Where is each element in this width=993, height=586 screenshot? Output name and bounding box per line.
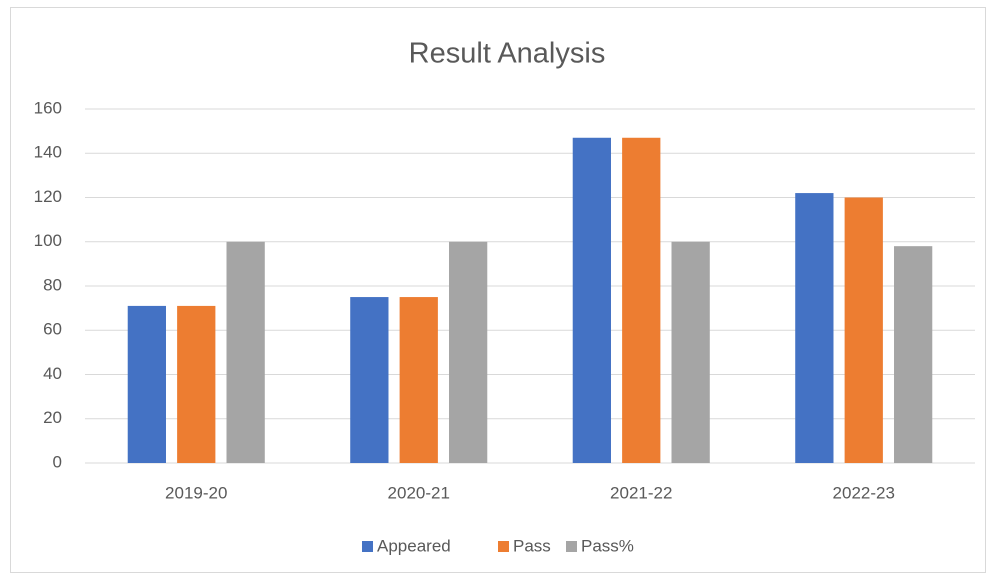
y-tick-label: 0: [53, 452, 62, 471]
y-tick-label: 60: [43, 320, 62, 339]
y-tick-label: 80: [43, 275, 62, 294]
legend-swatch: [566, 541, 577, 552]
y-tick-label: 160: [34, 98, 62, 117]
bar: [844, 197, 883, 463]
y-tick-label: 100: [34, 231, 62, 250]
x-tick-label: 2019-20: [165, 483, 227, 502]
x-tick-label: 2020-21: [388, 483, 450, 502]
bar: [399, 297, 438, 463]
bar: [894, 246, 933, 463]
bar: [572, 137, 611, 463]
y-tick-label: 140: [34, 143, 62, 162]
x-tick-label: 2021-22: [610, 483, 672, 502]
bar: [671, 241, 710, 463]
bar: [795, 193, 834, 463]
bar: [449, 241, 488, 463]
bar: [350, 297, 389, 463]
y-tick-label: 40: [43, 364, 62, 383]
legend-swatch: [498, 541, 509, 552]
legend-label: Pass%: [581, 536, 634, 555]
legend-label: Pass: [513, 536, 551, 555]
x-tick-label: 2022-23: [833, 483, 895, 502]
chart-title: Result Analysis: [409, 38, 606, 70]
bar: [226, 241, 265, 463]
y-tick-label: 120: [34, 187, 62, 206]
y-tick-label: 20: [43, 408, 62, 427]
bar: [622, 137, 661, 463]
legend-swatch: [362, 541, 373, 552]
legend-label: Appeared: [377, 536, 451, 555]
bar: [177, 305, 216, 463]
bar: [127, 305, 166, 463]
